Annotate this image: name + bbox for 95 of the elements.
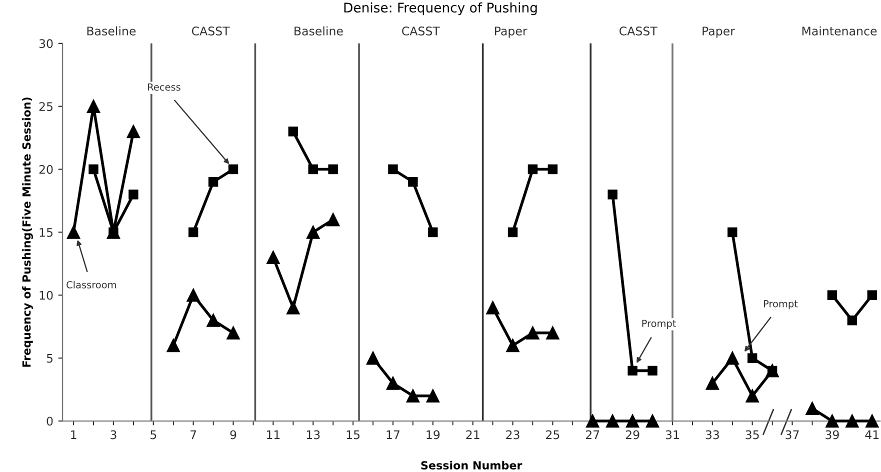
x-tick-label: 25 — [546, 430, 560, 440]
text: Paper — [702, 26, 735, 38]
point — [506, 338, 520, 352]
point — [806, 402, 819, 416]
point — [826, 414, 839, 428]
x-axis-title: Session Number — [421, 460, 522, 470]
y-tick-label: 10 — [40, 290, 53, 300]
y-axis-title: Frequency of Pushing(Five Minute Session) — [22, 98, 33, 367]
point — [126, 124, 140, 138]
x-tick-label: 3 — [110, 430, 116, 440]
y-tick-label: 25 — [39, 102, 52, 112]
text: CASST — [402, 26, 440, 36]
text: CASST — [192, 26, 230, 36]
point — [428, 227, 438, 238]
point — [306, 226, 320, 239]
point — [728, 227, 738, 238]
point — [546, 326, 560, 340]
x-tick-label: 7 — [190, 430, 196, 440]
x-tick-label: 13 — [306, 430, 320, 440]
point — [208, 177, 218, 187]
x-tick-label: 5 — [150, 430, 156, 440]
x-tick-label: 29 — [626, 430, 640, 440]
annotation: Recess — [148, 83, 180, 91]
point — [866, 414, 879, 428]
point — [746, 389, 759, 402]
point — [326, 213, 340, 226]
x-tick-label: 35 — [746, 430, 759, 440]
x-tick-label: 19 — [426, 430, 440, 440]
x-tick-label: 33 — [706, 430, 719, 440]
point — [548, 164, 558, 174]
point — [206, 314, 220, 327]
point — [186, 288, 200, 302]
point — [386, 376, 400, 390]
point — [166, 338, 180, 352]
point — [408, 177, 418, 187]
point — [426, 389, 440, 402]
x-tick-label: 37 — [786, 430, 799, 440]
point — [328, 164, 338, 174]
point — [648, 366, 658, 376]
annotation: Prompt — [642, 320, 676, 329]
point — [846, 414, 859, 428]
x-tick-label: 27 — [586, 430, 600, 440]
point — [288, 126, 298, 136]
point — [228, 164, 238, 174]
x-tick-label: 9 — [230, 430, 236, 440]
point — [606, 414, 620, 428]
x-tick-label: 11 — [266, 430, 280, 440]
y-tick-label: 0 — [46, 416, 53, 426]
point — [286, 301, 300, 314]
point — [486, 301, 500, 314]
x-tick-label: 23 — [506, 430, 520, 440]
point — [726, 351, 739, 365]
point — [266, 250, 280, 264]
point — [308, 164, 318, 174]
point — [747, 353, 758, 363]
x-tick-label: 31 — [666, 430, 679, 440]
point — [706, 376, 720, 390]
y-tick-label: 30 — [39, 39, 53, 48]
point — [366, 351, 380, 365]
point — [526, 326, 540, 340]
point — [88, 164, 98, 174]
point — [128, 190, 138, 200]
point — [586, 414, 600, 428]
point — [406, 389, 420, 402]
text: Baseline — [294, 26, 343, 36]
point — [608, 190, 618, 200]
point — [508, 227, 518, 238]
chart-title: Denise: Frequency of Pushing — [344, 2, 537, 16]
point — [226, 326, 240, 340]
point — [388, 164, 398, 174]
point — [86, 100, 100, 113]
y-tick-label: 20 — [39, 165, 53, 174]
text: Paper — [495, 26, 528, 38]
point — [66, 226, 80, 239]
text: Baseline — [87, 26, 136, 36]
annotation: Classroom — [66, 280, 116, 288]
y-tick-label: 15 — [40, 228, 52, 237]
point — [867, 290, 877, 300]
annotation: Prompt — [764, 300, 798, 310]
point — [646, 414, 660, 428]
x-tick-label: 1 — [71, 430, 76, 440]
y-tick-label: 5 — [46, 354, 52, 363]
x-tick-label: 15 — [346, 430, 360, 440]
point — [827, 290, 838, 300]
text: Maintenance — [802, 26, 877, 36]
x-tick-label: 17 — [386, 430, 400, 440]
point — [628, 366, 638, 376]
x-tick-label: 21 — [466, 430, 480, 440]
point — [847, 315, 858, 326]
point — [528, 164, 538, 174]
text: CASST — [620, 26, 658, 36]
point — [188, 227, 198, 238]
x-tick-label: 39 — [826, 430, 839, 440]
x-tick-label: 41 — [865, 430, 879, 440]
point — [626, 414, 640, 428]
